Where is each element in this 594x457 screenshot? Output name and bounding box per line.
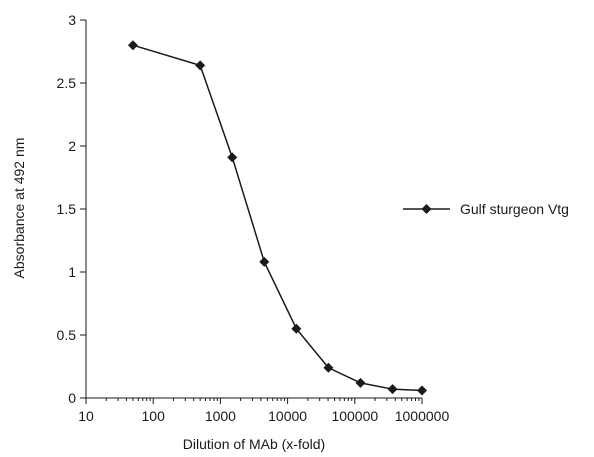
y-tick-label-6: 3 xyxy=(68,12,76,28)
data-point-4 xyxy=(291,323,302,334)
x-tick-label-3: 10000 xyxy=(268,408,307,424)
y-axis-label: Absorbance at 492 nm xyxy=(11,138,27,279)
data-point-0 xyxy=(127,40,138,51)
plot-area xyxy=(127,40,427,396)
y-tick-label-4: 2 xyxy=(68,138,76,154)
data-point-5 xyxy=(323,362,334,373)
y-tick-label-3: 1.5 xyxy=(57,201,77,217)
y-tick-label-2: 1 xyxy=(68,264,76,280)
tick-labels: 0 0.5 1 1.5 2 2.5 3 10 100 1000 10000 100000 1000000 xyxy=(57,12,450,424)
y-tick-label-0: 0 xyxy=(68,390,76,406)
x-tick-label-0: 10 xyxy=(78,408,94,424)
data-point-3 xyxy=(259,256,270,267)
x-tick-label-4: 100000 xyxy=(331,408,378,424)
data-point-2 xyxy=(227,152,238,163)
x-axis-label: Dilution of MAb (x-fold) xyxy=(183,436,325,452)
data-point-1 xyxy=(195,60,206,71)
data-point-8 xyxy=(417,385,427,396)
y-tick-label-1: 0.5 xyxy=(57,327,77,343)
x-tick-label-2: 1000 xyxy=(205,408,236,424)
legend: Gulf sturgeon Vtg xyxy=(403,201,569,217)
axes xyxy=(80,19,423,404)
data-point-6 xyxy=(355,377,366,388)
data-point-7 xyxy=(387,384,398,395)
series-line-0 xyxy=(132,44,423,392)
legend-marker xyxy=(421,204,432,214)
y-tick-label-5: 2.5 xyxy=(57,75,77,91)
legend-entry-label: Gulf sturgeon Vtg xyxy=(460,201,569,217)
x-tick-label-1: 100 xyxy=(142,408,166,424)
x-tick-label-5: 1000000 xyxy=(395,408,450,424)
